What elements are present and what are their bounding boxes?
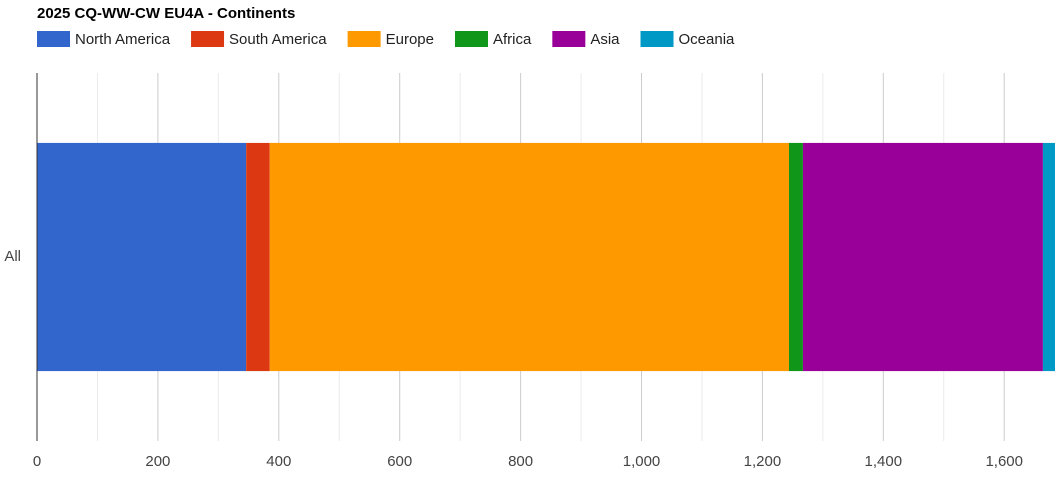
y-tick-label: All bbox=[4, 248, 21, 265]
x-tick-label: 1,400 bbox=[865, 453, 903, 470]
legend-swatch bbox=[552, 31, 586, 47]
x-tick-label: 200 bbox=[145, 453, 170, 470]
x-tick-label: 600 bbox=[387, 453, 412, 470]
x-tick-label: 1,200 bbox=[744, 453, 782, 470]
bar-segment bbox=[802, 142, 1043, 372]
bar-segment bbox=[1042, 142, 1055, 372]
legend-label: Oceania bbox=[679, 31, 736, 48]
legend-label: North America bbox=[75, 31, 171, 48]
legend-swatch bbox=[191, 31, 225, 47]
legend-label: South America bbox=[229, 31, 327, 48]
legend-label: Africa bbox=[493, 31, 532, 48]
legend-label: Europe bbox=[386, 31, 434, 48]
bar-segment bbox=[246, 142, 270, 372]
x-tick-label: 0 bbox=[33, 453, 41, 470]
legend-swatch bbox=[640, 31, 674, 47]
bar-segment bbox=[789, 142, 803, 372]
x-tick-label: 800 bbox=[508, 453, 533, 470]
chart-title: 2025 CQ-WW-CW EU4A - Continents bbox=[37, 5, 295, 22]
legend-swatch bbox=[454, 31, 488, 47]
legend-swatch bbox=[37, 31, 70, 47]
legend-label: Asia bbox=[590, 31, 620, 48]
bar-segment bbox=[37, 142, 247, 372]
x-tick-label: 1,000 bbox=[623, 453, 661, 470]
x-tick-label: 400 bbox=[266, 453, 291, 470]
bar-segment bbox=[269, 142, 790, 372]
x-tick-label: 1,600 bbox=[985, 453, 1023, 470]
legend-swatch bbox=[347, 31, 381, 47]
